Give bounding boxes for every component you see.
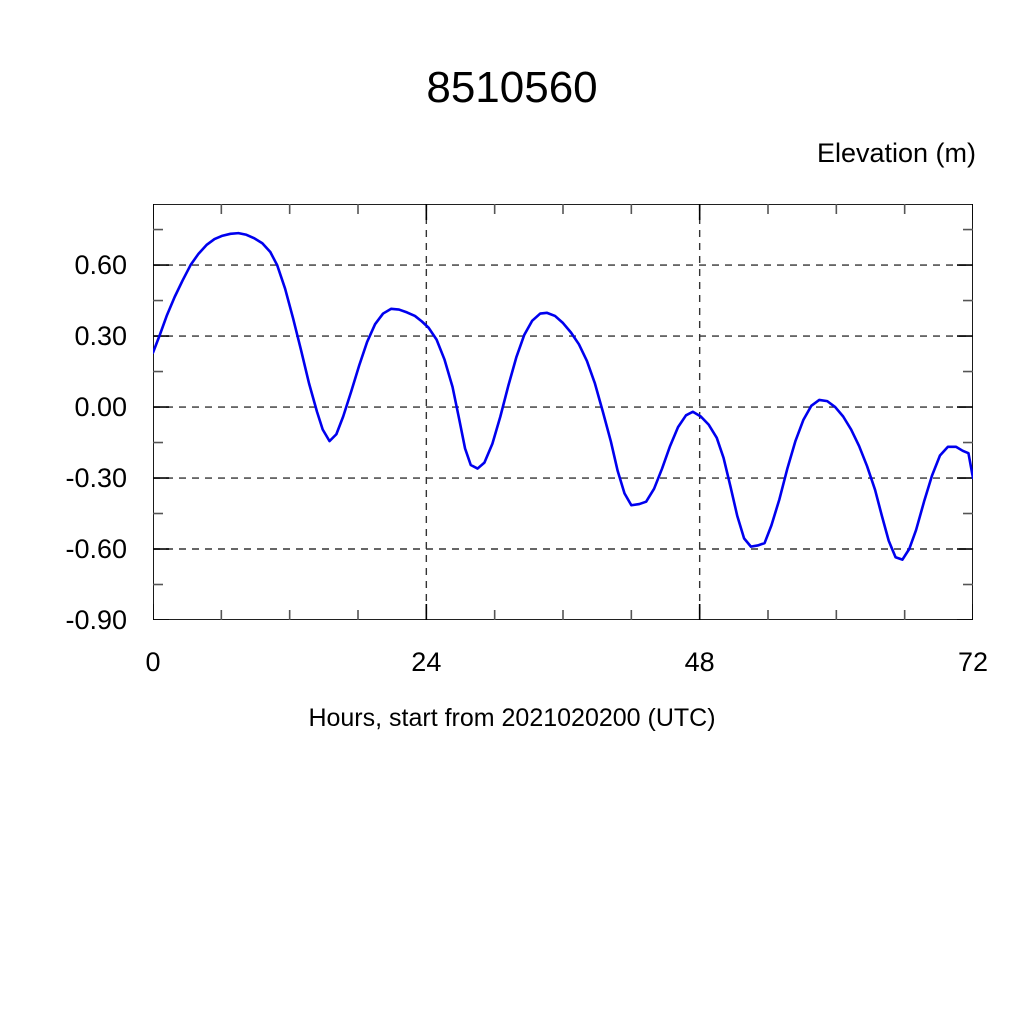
y-tick-label: 0.30 (74, 321, 127, 352)
axis-frame (153, 204, 973, 620)
y-tick-label: -0.60 (65, 534, 127, 564)
x-tick-label: 24 (411, 647, 442, 677)
x-axis-label: Hours, start from 2021020200 (UTC) (308, 704, 716, 732)
y-tick-label: 0.00 (74, 392, 127, 423)
plot-area (153, 204, 973, 620)
y-tick-label: 0.60 (74, 250, 127, 281)
y-tick-label: -0.30 (65, 463, 127, 494)
y-axis-label: Elevation (m) (816, 138, 976, 168)
x-tick-label: 48 (684, 647, 715, 677)
x-tick-label: 72 (957, 647, 989, 677)
y-tick-label: -0.90 (65, 605, 127, 635)
grid-lines (153, 204, 973, 620)
data-series-line (153, 231, 973, 561)
x-tick-label: 0 (145, 647, 161, 677)
plot-svg (153, 204, 973, 620)
page-title: 8510560 (426, 63, 598, 112)
axis-ticks (153, 204, 973, 620)
